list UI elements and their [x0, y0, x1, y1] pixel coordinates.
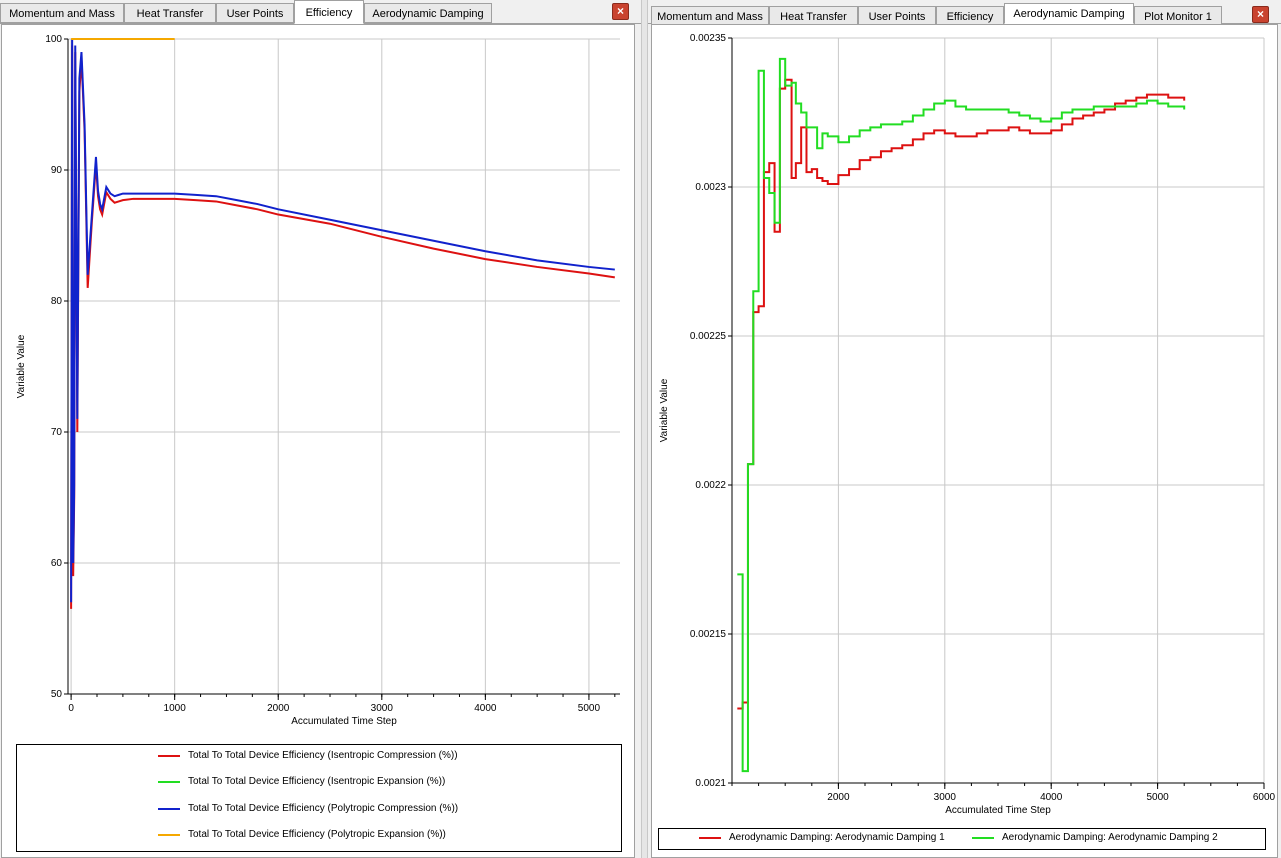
x-tick-label: 3000	[371, 703, 394, 714]
y-tick-label: 0.00235	[690, 33, 727, 44]
y-tick-label: 0.00225	[690, 331, 727, 342]
legend-swatch	[972, 836, 994, 839]
efficiency-panel: Momentum and Mass Heat Transfer User Poi…	[0, 0, 641, 858]
tab-momentum-and-mass[interactable]: Momentum and Mass	[0, 3, 124, 23]
legend-swatch	[158, 807, 180, 810]
legend-label: Total To Total Device Efficiency (Isentr…	[188, 750, 458, 761]
legend-swatch	[699, 836, 721, 839]
tab-aerodynamic-damping[interactable]: Aerodynamic Damping	[364, 3, 492, 23]
y-tick-label: 100	[45, 34, 62, 45]
tab-efficiency[interactable]: Efficiency	[294, 0, 364, 24]
x-tick-label: 4000	[1040, 792, 1063, 803]
tab-heat-transfer[interactable]: Heat Transfer	[769, 6, 858, 26]
damping-chart-area: 2000 3000 4000 5000 6000 0.0021 0.00215 0.0022 0…	[651, 24, 1278, 858]
legend-label: Total To Total Device Efficiency (Polytr…	[188, 803, 459, 814]
tab-efficiency[interactable]: Efficiency	[936, 6, 1004, 26]
legend-label: Aerodynamic Damping: Aerodynamic Damping…	[1002, 832, 1218, 843]
y-tick-label: 50	[51, 689, 63, 700]
legend-item[interactable]: Total To Total Device Efficiency (Polytr…	[158, 829, 446, 845]
tab-heat-transfer[interactable]: Heat Transfer	[124, 3, 216, 23]
x-tick-label: 5000	[1146, 792, 1169, 803]
efficiency-chart-area: 0 1000 2000 3000 4000 5000 50 60 70 80 90 100 Accumu…	[1, 24, 635, 858]
series-line-1	[737, 78, 1186, 710]
y-tick-label: 70	[51, 427, 63, 438]
y-tick-label: 90	[51, 165, 63, 176]
legend-label: Total To Total Device Efficiency (Isentr…	[188, 776, 446, 787]
series-line-2	[737, 57, 1186, 773]
legend-swatch	[158, 833, 180, 836]
y-tick-label: 60	[51, 558, 63, 569]
x-tick-label: 0	[68, 703, 74, 714]
tab-user-points[interactable]: User Points	[858, 6, 936, 26]
tab-plot-monitor-1[interactable]: Plot Monitor 1	[1134, 6, 1222, 26]
legend-item[interactable]: Total To Total Device Efficiency (Polytr…	[158, 803, 458, 819]
x-tick-label: 2000	[267, 703, 290, 714]
damping-chart[interactable]: 2000 3000 4000 5000 6000 0.0021 0.00215 0.0022 0…	[652, 25, 1277, 825]
legend-swatch	[158, 780, 180, 783]
close-icon[interactable]: ×	[1252, 6, 1269, 23]
series-line-3	[70, 38, 615, 603]
x-tick-label: 5000	[578, 703, 601, 714]
y-tick-label: 0.00215	[690, 629, 727, 640]
close-icon[interactable]: ×	[612, 3, 629, 20]
panel-splitter[interactable]	[641, 0, 648, 858]
left-tab-bar: Momentum and Mass Heat Transfer User Poi…	[0, 0, 641, 24]
x-tick-label: 1000	[164, 703, 187, 714]
x-tick-label: 2000	[827, 792, 850, 803]
y-tick-label: 80	[51, 296, 63, 307]
y-axis-label: Variable Value	[16, 334, 27, 398]
y-axis-label: Variable Value	[659, 378, 670, 442]
damping-legend: Aerodynamic Damping: Aerodynamic Damping…	[658, 828, 1266, 850]
legend-label: Total To Total Device Efficiency (Polytr…	[188, 829, 446, 840]
tab-aerodynamic-damping[interactable]: Aerodynamic Damping	[1004, 3, 1134, 24]
legend-item[interactable]: Aerodynamic Damping: Aerodynamic Damping…	[699, 832, 945, 848]
tab-momentum-and-mass[interactable]: Momentum and Mass	[651, 6, 769, 26]
efficiency-legend: Total To Total Device Efficiency (Isentr…	[16, 744, 622, 852]
aerodynamic-damping-panel: Momentum and Mass Heat Transfer User Poi…	[648, 0, 1281, 858]
legend-label: Aerodynamic Damping: Aerodynamic Damping…	[729, 832, 945, 843]
efficiency-chart[interactable]: 0 1000 2000 3000 4000 5000 50 60 70 80 90 100 Accumu…	[2, 25, 634, 743]
right-tab-bar: Momentum and Mass Heat Transfer User Poi…	[648, 0, 1281, 26]
x-tick-label: 4000	[474, 703, 497, 714]
y-tick-label: 0.0022	[695, 480, 726, 491]
legend-item[interactable]: Aerodynamic Damping: Aerodynamic Damping…	[972, 832, 1218, 848]
legend-swatch	[158, 754, 180, 757]
x-tick-label: 3000	[934, 792, 957, 803]
x-tick-label: 6000	[1253, 792, 1276, 803]
legend-item[interactable]: Total To Total Device Efficiency (Isentr…	[158, 750, 458, 766]
y-tick-label: 0.0021	[695, 778, 726, 789]
legend-item[interactable]: Total To Total Device Efficiency (Isentr…	[158, 776, 445, 792]
y-tick-label: 0.0023	[695, 182, 726, 193]
tab-user-points[interactable]: User Points	[216, 3, 294, 23]
x-axis-label: Accumulated Time Step	[945, 805, 1051, 816]
x-axis-label: Accumulated Time Step	[291, 716, 397, 727]
series-line-1	[70, 45, 615, 609]
